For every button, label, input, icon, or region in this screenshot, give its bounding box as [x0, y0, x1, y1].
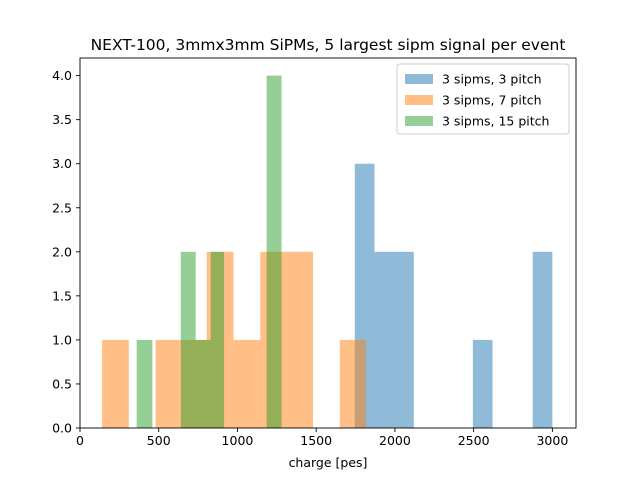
histogram-bar-series-1: [374, 251, 395, 428]
histogram-bar-series-2: [233, 339, 261, 428]
y-tick-label: 2.5: [52, 200, 72, 215]
histogram-bar-series-2: [339, 339, 366, 428]
histogram-bar-series-2: [286, 251, 314, 428]
y-tick-label: 2.0: [52, 244, 72, 259]
x-tick-label: 2500: [458, 433, 490, 448]
x-tick-label: 500: [147, 433, 171, 448]
histogram-bar-series-3: [210, 251, 225, 428]
histogram-bar-series-3: [266, 75, 282, 428]
histogram-bar-series-3: [180, 251, 196, 428]
histogram-bar-series-3: [136, 339, 153, 428]
histogram-bar-series-1: [532, 251, 553, 428]
legend-swatch: [405, 95, 433, 105]
x-tick-label: 1500: [300, 433, 332, 448]
legend-label: 3 sipms, 3 pitch: [442, 72, 542, 87]
axes: [79, 57, 577, 429]
legend-swatch: [405, 74, 433, 84]
histogram-bar-series-3: [195, 339, 211, 428]
y-tick-label: 0.5: [52, 376, 72, 391]
x-axis-ticks: 0 500 1000 1500 2000 2500 3000: [76, 428, 568, 448]
legend-label: 3 sipms, 7 pitch: [442, 93, 542, 108]
y-axis-ticks: 0.0 0.5 1.0 1.5 2.0 2.5 3.0 3.5 4.0: [52, 68, 80, 436]
x-tick-label: 2000: [379, 433, 411, 448]
y-tick-label: 3.0: [52, 156, 72, 171]
y-tick-label: 4.0: [52, 68, 72, 83]
legend: 3 sipms, 3 pitch 3 sipms, 7 pitch 3 sipms,…: [396, 63, 570, 135]
histogram-bar-series-2: [102, 339, 129, 428]
plot-frame: [79, 57, 577, 429]
x-tick-label: 3000: [536, 433, 568, 448]
legend-label: 3 sipms, 15 pitch: [442, 114, 549, 129]
y-tick-label: 0.0: [52, 421, 72, 436]
x-tick-label: 1000: [222, 433, 254, 448]
histogram-bar-series-2: [155, 339, 181, 428]
y-tick-label: 1.0: [52, 332, 72, 347]
histogram-bar-series-1: [472, 339, 493, 428]
legend-box: [396, 63, 570, 135]
y-tick-label: 3.5: [52, 112, 72, 127]
histogram-bars: [102, 75, 553, 428]
x-tick-label: 0: [76, 433, 84, 448]
x-axis-label: charge [pes]: [289, 455, 368, 470]
chart-title: NEXT-100, 3mmx3mm SiPMs, 5 largest sipm …: [91, 36, 566, 54]
legend-swatch: [405, 116, 433, 126]
y-tick-label: 1.5: [52, 288, 72, 303]
histogram-bar-series-1: [394, 251, 414, 428]
